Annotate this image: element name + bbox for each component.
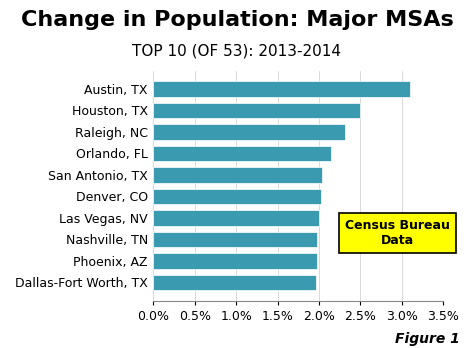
Bar xyxy=(154,124,346,140)
Bar xyxy=(154,275,316,290)
Text: Census Bureau
Data: Census Bureau Data xyxy=(345,219,450,247)
Bar xyxy=(154,253,317,269)
Bar xyxy=(154,145,331,161)
Bar xyxy=(154,167,322,183)
Text: Figure 1: Figure 1 xyxy=(395,332,460,346)
Text: TOP 10 (OF 53): 2013-2014: TOP 10 (OF 53): 2013-2014 xyxy=(133,44,341,58)
Bar xyxy=(154,232,317,247)
Bar xyxy=(154,103,360,118)
Text: Change in Population: Major MSAs: Change in Population: Major MSAs xyxy=(21,10,453,30)
Bar xyxy=(154,189,320,204)
Bar xyxy=(154,81,410,97)
Bar xyxy=(154,210,319,226)
